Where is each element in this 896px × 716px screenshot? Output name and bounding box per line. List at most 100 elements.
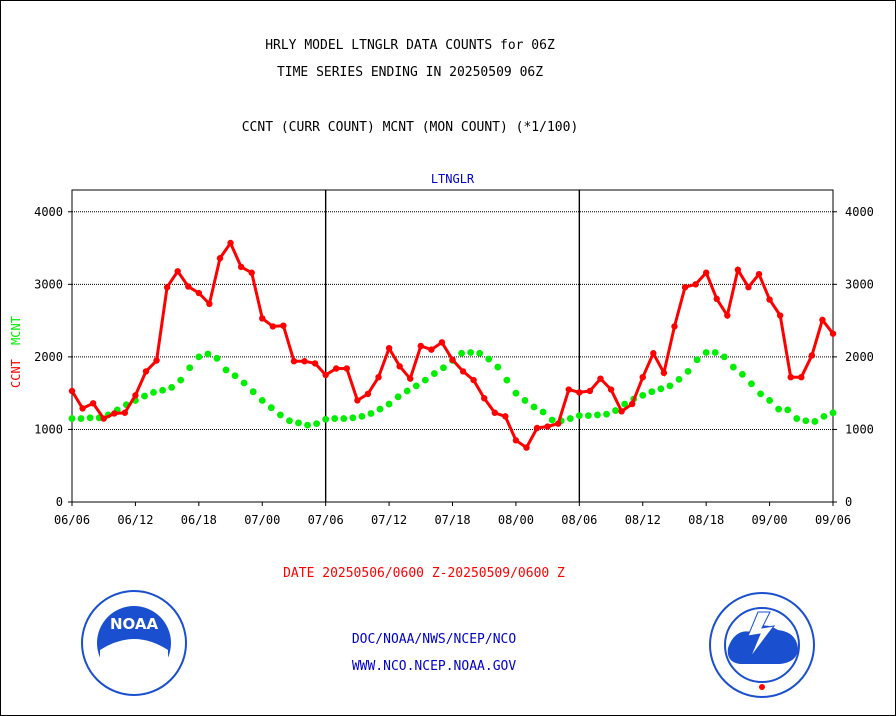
mcnt-point <box>68 415 76 422</box>
ccnt-point <box>269 323 277 330</box>
ccnt-point <box>385 344 393 352</box>
mcnt-point <box>657 385 665 393</box>
ccnt-point <box>554 420 562 427</box>
ccnt-point <box>491 409 498 416</box>
x-tick-label: 06/12 <box>117 513 153 527</box>
nws-logo <box>709 592 815 698</box>
ccnt-point <box>776 312 784 319</box>
ccnt-point <box>798 374 805 381</box>
x-tick-label: 08/00 <box>498 513 534 527</box>
ccnt-point <box>702 269 710 276</box>
mcnt-point <box>186 364 194 372</box>
ccnt-point <box>259 315 266 322</box>
y-tick-label-right: 2000 <box>845 350 874 364</box>
ccnt-point <box>481 395 488 402</box>
ccnt-point <box>79 405 86 412</box>
mcnt-point <box>512 389 520 397</box>
mcnt-point <box>340 415 348 422</box>
mcnt-point <box>358 412 366 420</box>
mcnt-point <box>150 389 157 396</box>
ccnt-point <box>565 386 572 393</box>
ccnt-point <box>808 352 816 359</box>
mcnt-point <box>530 403 538 411</box>
ccnt-point <box>68 387 76 395</box>
mcnt-point <box>639 391 647 399</box>
mcnt-point <box>539 408 547 416</box>
mcnt-point <box>485 355 493 363</box>
ccnt-point <box>502 413 509 420</box>
ccnt-point <box>121 409 129 416</box>
ccnt-point <box>829 330 837 337</box>
ccnt-point <box>586 387 594 395</box>
ccnt-point <box>280 322 287 329</box>
mcnt-point <box>675 375 683 383</box>
ccnt-point <box>206 300 213 308</box>
ccnt-point <box>713 295 720 303</box>
mcnt-point <box>267 404 275 412</box>
chart-subtitle: CCNT (CURR COUNT) MCNT (MON COUNT) (*1/1… <box>241 120 579 135</box>
ccnt-point <box>681 284 689 291</box>
ccnt-point <box>185 283 192 290</box>
y-tick-label-left: 2000 <box>34 350 63 364</box>
noaa-logo-text: NOAA <box>110 615 159 633</box>
x-tick-label: 07/18 <box>434 513 470 527</box>
ccnt-point <box>322 371 329 379</box>
noaa-logo: NOAA <box>81 590 187 696</box>
mcnt-point <box>575 412 583 420</box>
ccnt-point <box>787 374 794 381</box>
y-axis-label-ccnt: CCNT <box>9 359 23 388</box>
ccnt-point <box>237 263 245 271</box>
mcnt-point <box>204 350 212 358</box>
mcnt-point <box>467 349 475 356</box>
mcnt-point <box>684 367 692 375</box>
ccnt-point <box>290 358 298 365</box>
ccnt-point <box>153 357 160 364</box>
mcnt-point <box>77 415 85 422</box>
mcnt-point <box>584 412 592 420</box>
ccnt-point <box>364 390 372 398</box>
y-tick-label-left: 0 <box>56 495 63 509</box>
ccnt-point <box>724 312 731 319</box>
nws-logo-bolt <box>747 611 776 659</box>
ccnt-point <box>417 342 424 350</box>
ccnt-point <box>343 365 351 372</box>
ccnt-point <box>333 365 340 372</box>
mcnt-point <box>367 410 375 417</box>
ccnt-point <box>745 284 752 291</box>
y-tick-label-left: 4000 <box>34 205 63 219</box>
nws-logo-star <box>759 684 765 690</box>
ccnt-point <box>523 444 530 451</box>
ccnt-point <box>301 358 308 365</box>
ccnt-point <box>227 239 234 247</box>
ccnt-point <box>734 266 742 274</box>
mcnt-point <box>729 363 737 371</box>
ccnt-point <box>628 400 636 408</box>
mcnt-point <box>304 421 311 429</box>
mcnt-point <box>802 417 810 425</box>
credit-line2: WWW.NCO.NCEP.NOAA.GOV <box>351 659 517 674</box>
ccnt-point <box>766 296 773 303</box>
x-tick-label: 06/18 <box>181 513 217 527</box>
mcnt-point <box>494 363 502 371</box>
mcnt-point <box>748 380 755 388</box>
ccnt-point <box>470 376 477 384</box>
mcnt-point <box>766 397 773 404</box>
ccnt-point <box>755 270 763 278</box>
mcnt-point <box>412 382 420 390</box>
credit-line1: DOC/NOAA/NWS/NCEP/NCO <box>351 632 517 647</box>
mcnt-point <box>421 376 429 384</box>
ccnt-point <box>512 437 520 444</box>
mcnt-point <box>666 382 674 390</box>
ccnt-point <box>216 255 224 262</box>
mcnt-point <box>276 411 284 419</box>
mcnt-point <box>793 415 801 422</box>
mcnt-point <box>141 392 148 400</box>
x-tick-label: 08/12 <box>625 513 661 527</box>
mcnt-point <box>394 393 402 401</box>
date-span: DATE 20250506/0600 Z-20250509/0600 Z <box>283 566 565 581</box>
x-tick-label: 07/00 <box>244 513 280 527</box>
mcnt-point <box>159 386 166 394</box>
mcnt-point <box>240 379 248 387</box>
mcnt-point <box>231 372 239 380</box>
mcnt-point <box>430 370 438 377</box>
